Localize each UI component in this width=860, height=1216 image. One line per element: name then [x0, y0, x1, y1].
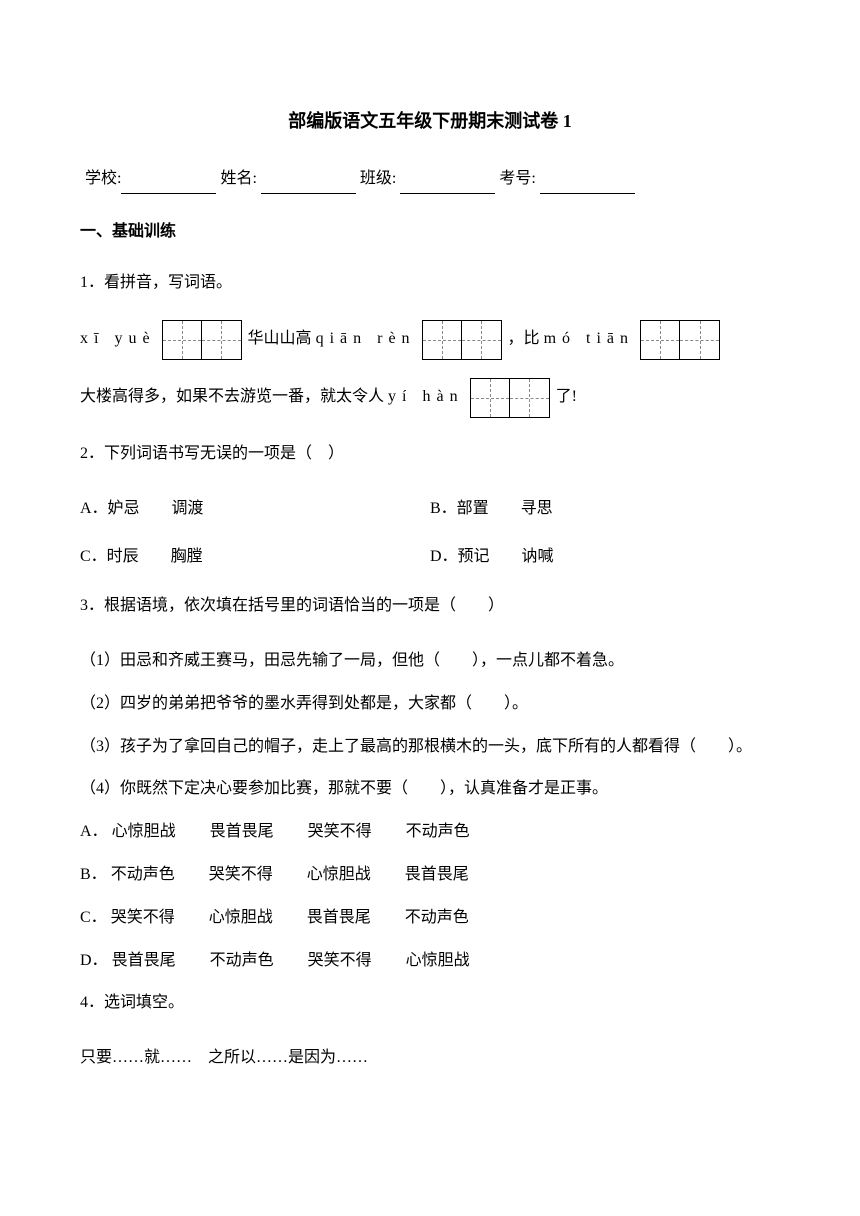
q3-option-b[interactable]: B． 不动声色 哭笑不得 心惊胆战 畏首畏尾 — [80, 857, 780, 894]
opt-word: 心惊胆战 — [307, 857, 371, 894]
question-1-line2: 大楼高得多，如果不去游览一番，就太令人 yí hàn 了! — [80, 378, 780, 418]
opt-word: 心惊胆战 — [209, 900, 273, 937]
q2-option-a[interactable]: A．妒忌 调渡 — [80, 491, 430, 528]
opt-word: 不动声色 — [111, 857, 175, 894]
opt-word: 畏首畏尾 — [307, 900, 371, 937]
name-label: 姓名: — [220, 170, 256, 187]
opt-word: 哭笑不得 — [209, 857, 273, 894]
examno-blank[interactable] — [540, 176, 635, 194]
question-4-prompt: 4．选词填空。 — [80, 985, 780, 1022]
opt-word: 哭笑不得 — [308, 943, 372, 980]
q2-options-row1: A．妒忌 调渡 B．部置 寻思 — [80, 491, 780, 528]
line2-text-2: 了! — [556, 383, 577, 412]
q3-sub4: （4）你既然下定决心要参加比赛，那就不要（ ），认真准备才是正事。 — [80, 771, 780, 808]
class-blank[interactable] — [400, 176, 495, 194]
q3-sub2: （2）四岁的弟弟把爷爷的墨水弄得到处都是，大家都（ ）。 — [80, 686, 780, 723]
q2-options-row2: C．时辰 胸膛 D．预记 讷喊 — [80, 539, 780, 576]
text-1: 华山山高 — [248, 325, 312, 354]
opt-word: 不动声色 — [210, 943, 274, 980]
q3-option-d[interactable]: D． 畏首畏尾 不动声色 哭笑不得 心惊胆战 — [80, 943, 780, 980]
char-box[interactable] — [640, 320, 720, 360]
class-label: 班级: — [360, 170, 396, 187]
opt-word: 心惊胆战 — [112, 814, 176, 851]
opt-word: 心惊胆战 — [406, 943, 470, 980]
opt-word: 畏首畏尾 — [210, 814, 274, 851]
q3-sub3: （3）孩子为了拿回自己的帽子，走上了最高的那根横木的一头，底下所有的人都看得（ … — [80, 729, 780, 766]
info-line: 学校: 姓名: 班级: 考号: — [80, 165, 780, 194]
school-label: 学校: — [85, 170, 121, 187]
q3-sub1: （1）田忌和齐威王赛马，田忌先输了一局，但他（ ），一点儿都不着急。 — [80, 643, 780, 680]
question-2-prompt: 2．下列词语书写无误的一项是（ ） — [80, 436, 780, 473]
question-3-prompt: 3．根据语境，依次填在括号里的词语恰当的一项是（ ） — [80, 588, 780, 625]
pinyin-1: xī yuè — [80, 325, 156, 354]
opt-label: D． — [80, 952, 108, 969]
page-title: 部编版语文五年级下册期末测试卷 1 — [80, 105, 780, 137]
examno-label: 考号: — [499, 170, 535, 187]
question-1-prompt: 1．看拼音，写词语。 — [80, 265, 780, 302]
opt-word: 哭笑不得 — [111, 900, 175, 937]
name-blank[interactable] — [261, 176, 356, 194]
pinyin-2: qiān rèn — [316, 325, 416, 354]
q2-option-d[interactable]: D．预记 讷喊 — [430, 539, 780, 576]
opt-label: B． — [80, 866, 107, 883]
opt-word: 哭笑不得 — [308, 814, 372, 851]
text-2: ，比 — [508, 325, 540, 354]
q3-option-a[interactable]: A． 心惊胆战 畏首畏尾 哭笑不得 不动声色 — [80, 814, 780, 851]
opt-word: 不动声色 — [406, 814, 470, 851]
char-box[interactable] — [422, 320, 502, 360]
pinyin-4: yí hàn — [388, 383, 464, 412]
q3-option-c[interactable]: C． 哭笑不得 心惊胆战 畏首畏尾 不动声色 — [80, 900, 780, 937]
opt-label: C． — [80, 909, 107, 926]
opt-word: 畏首畏尾 — [112, 943, 176, 980]
opt-label: A． — [80, 823, 108, 840]
school-blank[interactable] — [121, 176, 216, 194]
char-box[interactable] — [470, 378, 550, 418]
opt-word: 畏首畏尾 — [405, 857, 469, 894]
question-1-line1: xī yuè 华山山高 qiān rèn ，比 mó tiān — [80, 320, 780, 360]
char-box[interactable] — [162, 320, 242, 360]
pinyin-3: mó tiān — [544, 325, 634, 354]
section-header: 一、基础训练 — [80, 218, 780, 247]
q2-option-b[interactable]: B．部置 寻思 — [430, 491, 780, 528]
line2-text-1: 大楼高得多，如果不去游览一番，就太令人 — [80, 383, 384, 412]
q2-option-c[interactable]: C．时辰 胸膛 — [80, 539, 430, 576]
q4-words: 只要……就…… 之所以……是因为…… — [80, 1040, 780, 1077]
opt-word: 不动声色 — [405, 900, 469, 937]
